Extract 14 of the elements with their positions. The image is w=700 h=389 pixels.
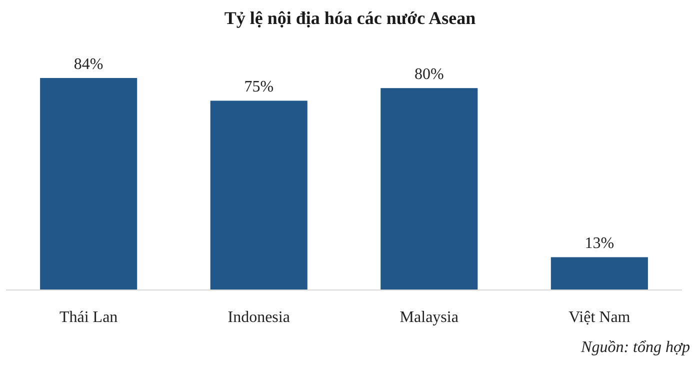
text: Nguồn: tổng hợp bbox=[580, 339, 690, 356]
bar bbox=[550, 257, 648, 290]
chart-title: Tỷ lệ nội địa hóa các nước Asean bbox=[224, 8, 476, 28]
x-tick-label: Malaysia bbox=[400, 309, 458, 326]
data-label: 80% bbox=[414, 66, 444, 84]
bar bbox=[210, 100, 308, 290]
data-label: 13% bbox=[584, 235, 614, 252]
x-tick-label: Indonesia bbox=[228, 309, 290, 326]
bar bbox=[40, 78, 138, 290]
x-tick-label: Thái Lan bbox=[59, 309, 118, 326]
data-label: 75% bbox=[244, 78, 274, 96]
x-tick-label: Việt Nam bbox=[568, 309, 631, 326]
bar bbox=[380, 88, 478, 290]
data-label: 84% bbox=[74, 56, 104, 73]
